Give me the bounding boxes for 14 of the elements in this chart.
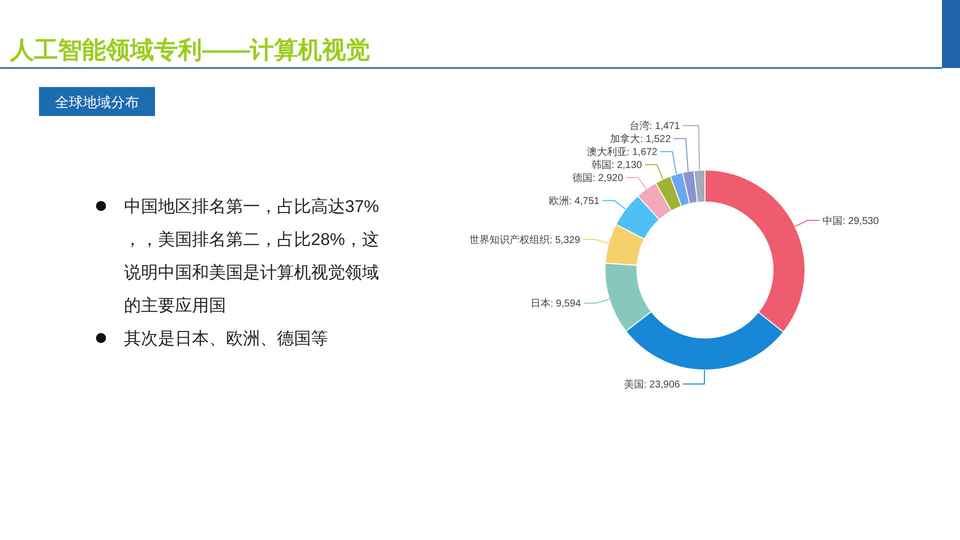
slice-label: 澳大利亚: 1,672 <box>586 146 658 158</box>
slice-label: 欧洲: 4,751 <box>548 195 600 208</box>
slice-label: 台湾: 1,471 <box>629 120 680 132</box>
text: 中国地区排名第一，占比高达37%，，美国排名第二，占比28%，这说明中国和美国是计算机视觉领域的主要应用国 <box>124 197 380 315</box>
slice-label: 加拿大: 1,522 <box>610 133 672 146</box>
slice-label: 日本: 9,594 <box>530 298 582 310</box>
text: 全球地域分布 <box>55 94 139 110</box>
slice-label: 中国: 29,530 <box>822 214 880 227</box>
slice-label: 德国: 2,920 <box>572 173 624 184</box>
slice-label: 美国: 23,906 <box>624 378 680 390</box>
slice-label: 世界知识产权组织: 5,329 <box>470 234 581 246</box>
text: 其次是日本、欧洲、德国等 <box>124 329 328 348</box>
text: 人工智能领域专利——计算机视觉 <box>9 37 370 64</box>
slice-label: 韩国: 2,130 <box>591 159 642 172</box>
